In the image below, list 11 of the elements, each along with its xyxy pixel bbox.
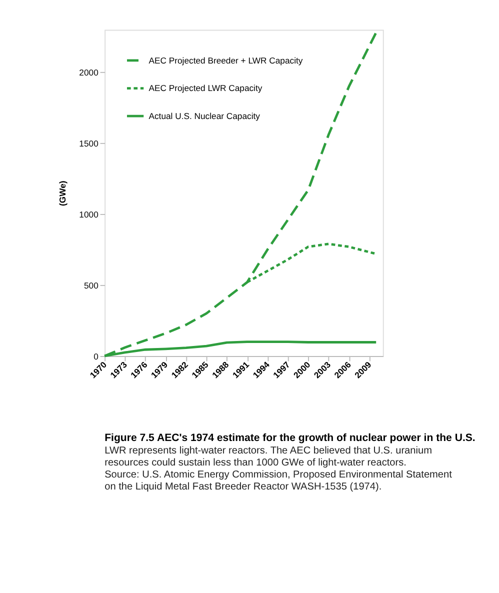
y-tick-label: 1500: [79, 138, 99, 149]
text: Figure 7.5 AEC's 1974 estimate for the growth of nuclear power in the U.S.: [104, 432, 476, 444]
legend-label: AEC Projected Breeder + LWR Capacity: [148, 55, 304, 66]
y-tick-label: 2000: [79, 68, 99, 78]
legend-label: AEC Projected LWR Capacity: [148, 83, 263, 94]
y-tick-label: 500: [84, 280, 99, 290]
y-tick-label: 0: [94, 351, 99, 362]
legend-label: Actual U.S. Nuclear Capacity: [148, 110, 261, 121]
text: LWR represents light-water reactors. The AEC believed that U.S. uranium resources could sustain less than 1000 GWe of light-water reactors. Source: U.S. Atomic Energy Commission, Proposed Environmental Statement on the Liquid Metal Fast Breeder Reactor WASH-1535 (1974).: [104, 446, 452, 493]
y-tick-label: 1000: [79, 210, 99, 220]
y-axis-title: (GWe): [58, 180, 68, 206]
